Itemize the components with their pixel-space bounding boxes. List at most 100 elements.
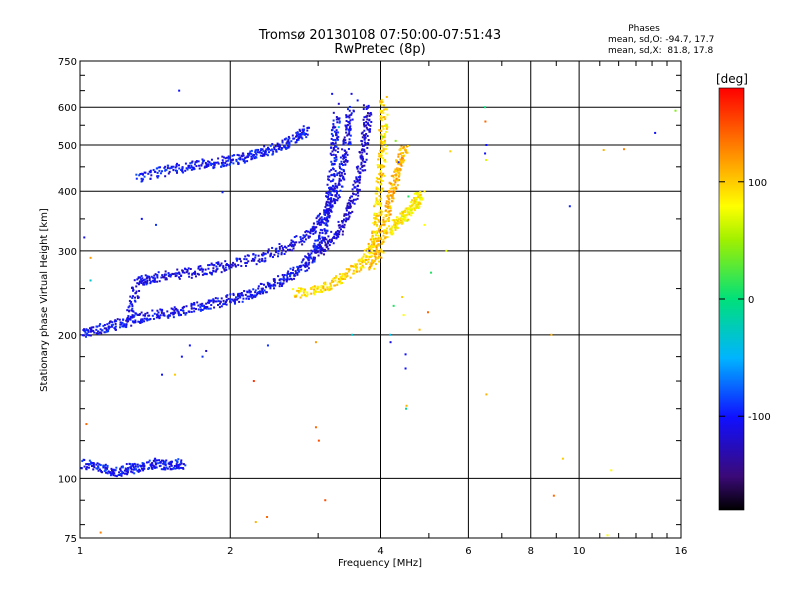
- data-point: [331, 205, 334, 208]
- data-point: [135, 173, 138, 176]
- data-point: [364, 262, 367, 265]
- data-point: [85, 463, 88, 466]
- data-point: [87, 330, 90, 333]
- data-point: [337, 194, 340, 197]
- data-point: [318, 223, 321, 226]
- data-point: [139, 465, 142, 468]
- data-point: [379, 238, 382, 241]
- data-point: [177, 465, 180, 468]
- data-point: [236, 298, 239, 301]
- data-point: [393, 179, 396, 182]
- data-point: [354, 264, 357, 267]
- data-point: [89, 279, 92, 282]
- data-point: [152, 459, 155, 462]
- data-point: [348, 114, 351, 117]
- data-point: [183, 267, 186, 270]
- data-point: [290, 241, 293, 244]
- data-point: [326, 224, 329, 227]
- data-point: [335, 158, 338, 161]
- data-point: [333, 233, 336, 236]
- data-point: [427, 311, 430, 314]
- data-point: [338, 165, 341, 168]
- data-point: [138, 313, 141, 316]
- data-point: [330, 281, 333, 284]
- data-point: [292, 137, 295, 140]
- data-point: [239, 292, 242, 295]
- data-point: [292, 288, 295, 291]
- data-point: [170, 166, 173, 169]
- data-point: [160, 309, 163, 312]
- data-point: [412, 207, 415, 210]
- data-point: [328, 175, 331, 178]
- data-point: [143, 175, 146, 178]
- data-point: [413, 192, 416, 195]
- data-point: [142, 462, 145, 465]
- data-point: [344, 141, 347, 144]
- data-point: [359, 156, 362, 159]
- data-point: [290, 140, 293, 143]
- data-point: [336, 172, 339, 175]
- data-point: [319, 251, 322, 254]
- data-point: [137, 470, 140, 473]
- data-point: [375, 244, 378, 247]
- data-point: [337, 147, 340, 150]
- data-point: [162, 468, 165, 471]
- data-point: [394, 168, 397, 171]
- data-point: [394, 139, 397, 142]
- data-point: [339, 276, 342, 279]
- data-point: [326, 286, 329, 289]
- data-point: [375, 240, 378, 243]
- data-point: [295, 139, 298, 142]
- data-point: [300, 261, 303, 264]
- data-point: [285, 147, 288, 150]
- data-point: [313, 248, 316, 251]
- data-point: [203, 166, 206, 169]
- data-point: [390, 233, 393, 236]
- data-point: [418, 205, 421, 208]
- data-point: [406, 151, 409, 154]
- data-point: [250, 259, 253, 262]
- data-point: [362, 134, 365, 137]
- data-point: [376, 192, 379, 195]
- data-point: [314, 244, 317, 247]
- data-point: [338, 163, 341, 166]
- data-point: [354, 263, 357, 266]
- data-point: [391, 193, 394, 196]
- data-point: [376, 223, 379, 226]
- data-point: [280, 253, 283, 256]
- data-point: [164, 175, 167, 178]
- data-point: [301, 133, 304, 136]
- data-point: [119, 323, 122, 326]
- data-point: [301, 259, 304, 262]
- data-point: [380, 243, 383, 246]
- data-point: [189, 166, 192, 169]
- data-point: [568, 205, 571, 208]
- data-point: [369, 263, 372, 266]
- data-point: [380, 175, 383, 178]
- data-point: [110, 325, 113, 328]
- data-point: [138, 468, 141, 471]
- data-point: [373, 221, 376, 224]
- data-point: [141, 321, 144, 324]
- data-point: [204, 272, 207, 275]
- data-point: [252, 295, 255, 298]
- data-point: [386, 196, 389, 199]
- data-point: [376, 256, 379, 259]
- data-point: [331, 189, 334, 192]
- data-point: [177, 466, 180, 469]
- data-point: [382, 125, 385, 128]
- data-point: [325, 200, 328, 203]
- data-point: [287, 270, 290, 273]
- data-point: [380, 125, 383, 128]
- data-point: [283, 274, 286, 277]
- data-point: [400, 154, 403, 157]
- data-point: [176, 272, 179, 275]
- data-point: [415, 206, 418, 209]
- data-point: [335, 129, 338, 132]
- data-point: [377, 234, 380, 237]
- data-point: [174, 311, 177, 314]
- data-point: [364, 134, 367, 137]
- data-point: [298, 128, 301, 131]
- data-point: [262, 153, 265, 156]
- data-point: [416, 201, 419, 204]
